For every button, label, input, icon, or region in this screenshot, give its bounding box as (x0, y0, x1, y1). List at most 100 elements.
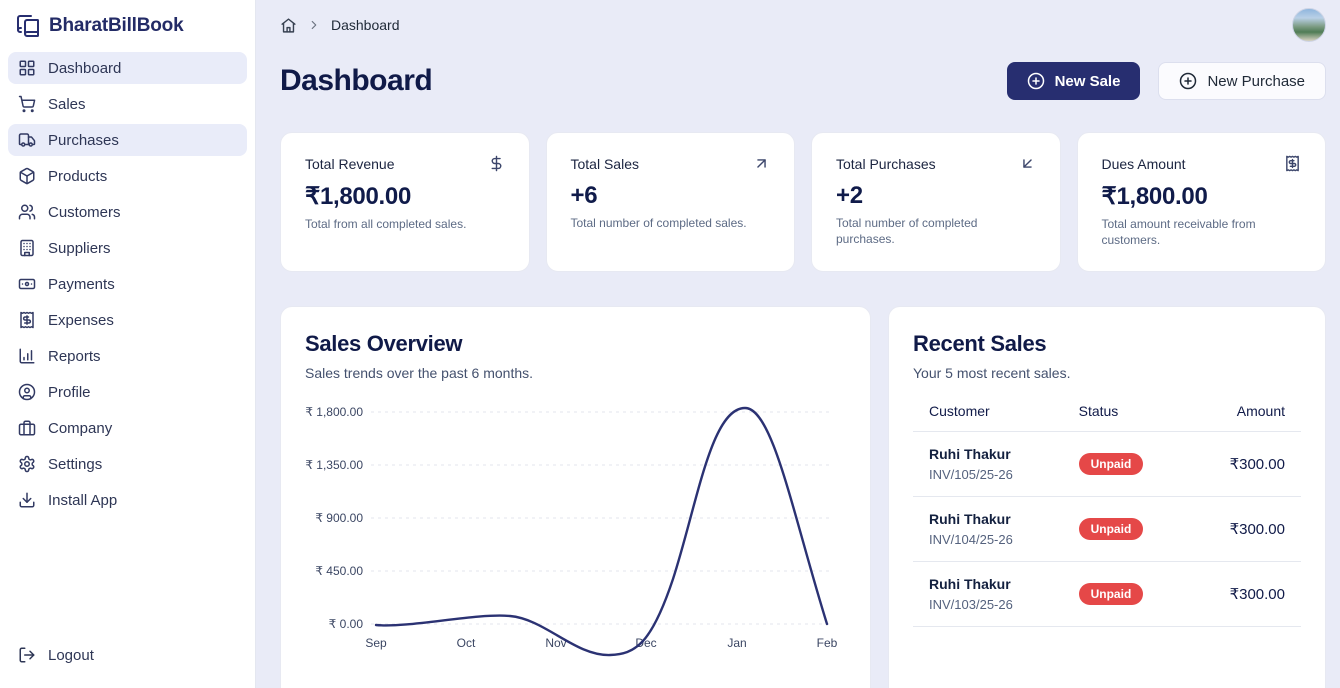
y-tick: ₹ 0.00 (329, 617, 364, 631)
stat-card-dues-amount: Dues Amount ₹1,800.00 Total amount recei… (1076, 132, 1326, 272)
sidebar-item-suppliers[interactable]: Suppliers (8, 232, 247, 264)
x-tick: Feb (817, 636, 838, 650)
breadcrumb-current[interactable]: Dashboard (331, 17, 400, 33)
amount-cell: ₹300.00 (1229, 456, 1285, 473)
column-amount: Amount (1236, 403, 1285, 419)
stat-card-total-revenue: Total Revenue ₹1,800.00 Total from all c… (280, 132, 530, 272)
table-row[interactable]: Ruhi Thakur INV/104/25-26 Unpaid ₹300.00 (913, 497, 1301, 562)
sidebar-item-customers[interactable]: Customers (8, 196, 247, 228)
stat-description: Total from all completed sales. (305, 217, 467, 231)
new-sale-label: New Sale (1054, 72, 1121, 90)
stat-label: Dues Amount (1101, 155, 1186, 172)
sidebar-item-profile[interactable]: Profile (8, 376, 247, 408)
status-cell: Unpaid (1078, 583, 1198, 605)
chevron-right-icon (307, 18, 321, 32)
status-badge: Unpaid (1078, 453, 1144, 475)
new-purchase-button[interactable]: New Purchase (1158, 62, 1326, 100)
column-customer: Customer (929, 403, 990, 419)
sidebar-item-label: Dashboard (48, 59, 122, 77)
status-badge: Unpaid (1078, 518, 1144, 540)
x-tick: Jan (727, 636, 746, 650)
sidebar: BharatBillBook Dashboard Sales Purchases… (0, 0, 256, 688)
invoice-number: INV/105/25-26 (929, 467, 1013, 482)
customer-name: Ruhi Thakur (929, 511, 1011, 527)
sales-line-chart: ₹ 1,800.00 ₹ 1,350.00 ₹ 900.00 ₹ 450.00 … (305, 399, 846, 661)
sales-line-series (374, 406, 829, 657)
amount-cell: ₹300.00 (1229, 586, 1285, 603)
stat-value: +6 (570, 182, 598, 209)
sidebar-item-expenses[interactable]: Expenses (8, 304, 247, 336)
invoice-number: INV/103/25-26 (929, 597, 1013, 612)
banknote-icon (18, 275, 36, 293)
sidebar-item-reports[interactable]: Reports (8, 340, 247, 372)
table-header-row: Customer Status Amount (913, 403, 1301, 432)
sidebar-item-label: Purchases (48, 131, 119, 149)
users-icon (18, 203, 36, 221)
stat-card-total-purchases: Total Purchases +2 Total number of compl… (811, 132, 1061, 272)
receipt-dollar-icon (1284, 155, 1301, 172)
page-header: Dashboard New Sale New Purchase (280, 62, 1326, 100)
dashboard-panels: Sales Overview Sales trends over the pas… (280, 306, 1326, 688)
x-tick: Dec (635, 636, 656, 650)
sidebar-item-label: Products (48, 167, 108, 185)
table-row[interactable]: Ruhi Thakur INV/103/25-26 Unpaid ₹300.00 (913, 562, 1301, 627)
recent-sales-panel: Recent Sales Your 5 most recent sales. C… (888, 306, 1326, 688)
book-copy-icon (16, 14, 40, 38)
customer-cell: Ruhi Thakur INV/104/25-26 (929, 511, 1079, 547)
stat-description: Total amount receivable from customers. (1101, 217, 1256, 248)
shopping-cart-icon (18, 95, 36, 113)
customer-name: Ruhi Thakur (929, 576, 1011, 592)
stat-card-total-sales: Total Sales +6 Total number of completed… (545, 132, 795, 272)
line-chart-svg: ₹ 1,800.00 ₹ 1,350.00 ₹ 900.00 ₹ 450.00 … (305, 405, 838, 657)
header-actions: New Sale New Purchase (1006, 62, 1326, 100)
circle-plus-icon (1027, 72, 1045, 90)
recent-sales-subtitle: Your 5 most recent sales. (913, 365, 1071, 381)
column-status: Status (1078, 403, 1119, 419)
stat-description: Total number of completed purchases. (836, 216, 978, 247)
sidebar-item-dashboard[interactable]: Dashboard (8, 52, 247, 84)
app-title: BharatBillBook (49, 15, 184, 36)
app-logo: BharatBillBook (8, 12, 247, 52)
y-tick: ₹ 1,350.00 (305, 458, 363, 472)
home-icon[interactable] (280, 17, 297, 34)
layout-grid-icon (18, 59, 36, 77)
package-icon (18, 167, 36, 185)
y-tick: ₹ 450.00 (315, 564, 363, 578)
user-avatar[interactable] (1292, 8, 1326, 42)
new-sale-button[interactable]: New Sale (1006, 62, 1141, 100)
download-icon (18, 491, 36, 509)
main-content: Dashboard Dashboard New Sale New Purchas… (256, 0, 1340, 688)
stat-value: ₹1,800.00 (1101, 183, 1208, 210)
new-purchase-label: New Purchase (1207, 72, 1305, 90)
breadcrumb: Dashboard (280, 17, 400, 34)
gear-icon (18, 455, 36, 473)
sales-overview-title: Sales Overview (305, 331, 463, 356)
sidebar-item-label: Suppliers (48, 239, 111, 257)
sidebar-item-label: Customers (48, 203, 121, 221)
recent-sales-table: Customer Status Amount Ruhi Thakur INV/1… (913, 403, 1301, 627)
stat-cards: Total Revenue ₹1,800.00 Total from all c… (280, 132, 1326, 272)
sidebar-item-company[interactable]: Company (8, 412, 247, 444)
sidebar-item-products[interactable]: Products (8, 160, 247, 192)
y-tick: ₹ 1,800.00 (305, 405, 363, 419)
customer-name: Ruhi Thakur (929, 446, 1011, 462)
logout-icon (18, 646, 36, 664)
invoice-number: INV/104/25-26 (929, 532, 1013, 547)
sales-overview-panel: Sales Overview Sales trends over the pas… (280, 306, 871, 688)
sidebar-item-label: Install App (48, 491, 118, 509)
stat-description: Total number of completed sales. (570, 216, 747, 230)
table-row[interactable]: Ruhi Thakur INV/105/25-26 Unpaid ₹300.00 (913, 432, 1301, 497)
sidebar-item-install-app[interactable]: Install App (8, 484, 247, 516)
stat-label: Total Revenue (305, 155, 395, 172)
sidebar-item-purchases[interactable]: Purchases (8, 124, 247, 156)
sidebar-item-settings[interactable]: Settings (8, 448, 247, 480)
sidebar-item-label: Payments (48, 275, 115, 293)
sidebar-item-label: Expenses (48, 311, 114, 329)
logout-button[interactable]: Logout (8, 640, 247, 670)
receipt-icon (18, 311, 36, 329)
sidebar-item-sales[interactable]: Sales (8, 88, 247, 120)
customer-cell: Ruhi Thakur INV/105/25-26 (929, 446, 1079, 482)
sidebar-item-payments[interactable]: Payments (8, 268, 247, 300)
amount-cell: ₹300.00 (1229, 521, 1285, 538)
status-cell: Unpaid (1078, 518, 1198, 540)
